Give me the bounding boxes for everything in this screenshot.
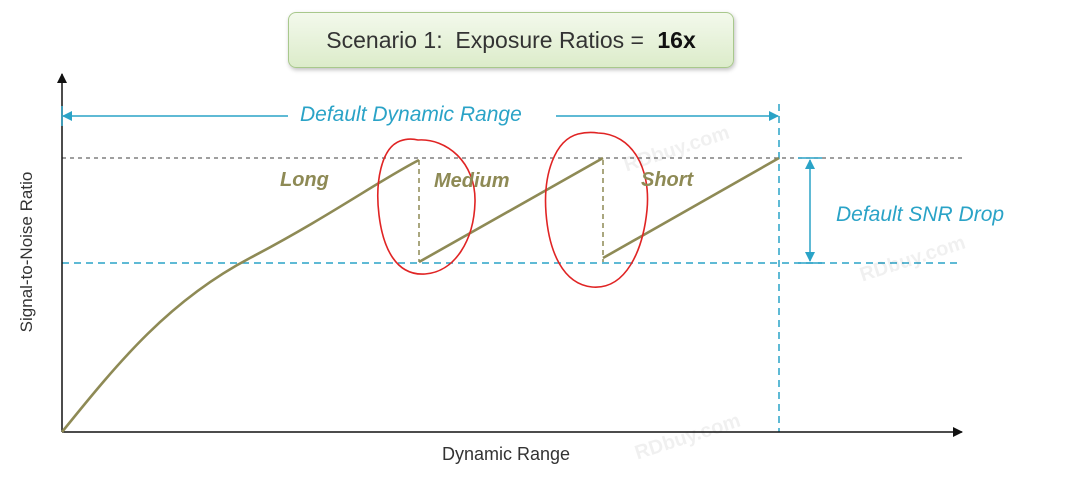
short-exposure-curve <box>602 156 780 260</box>
long-exposure-curve <box>60 158 420 433</box>
x-axis-label: Dynamic Range <box>442 444 571 464</box>
scenario-title: Scenario 1: Exposure Ratios = 16x <box>288 12 734 68</box>
exposure-ratio-value: 16x <box>657 26 696 53</box>
medium-transition-circle <box>377 138 476 275</box>
scenario-title-text: Scenario 1: Exposure Ratios = <box>326 26 651 53</box>
dynamic-range-label: Default Dynamic Range <box>300 103 522 126</box>
medium-exposure-curve <box>418 156 604 264</box>
y-axis-label: Signal-to-Noise Ratio <box>17 171 36 333</box>
short-segment-label: Short <box>641 169 694 191</box>
short-transition-circle <box>544 131 649 288</box>
medium-segment-label: Medium <box>434 170 510 192</box>
snr-drop-label: Default SNR Drop <box>836 203 1005 226</box>
long-segment-label: Long <box>280 169 329 191</box>
